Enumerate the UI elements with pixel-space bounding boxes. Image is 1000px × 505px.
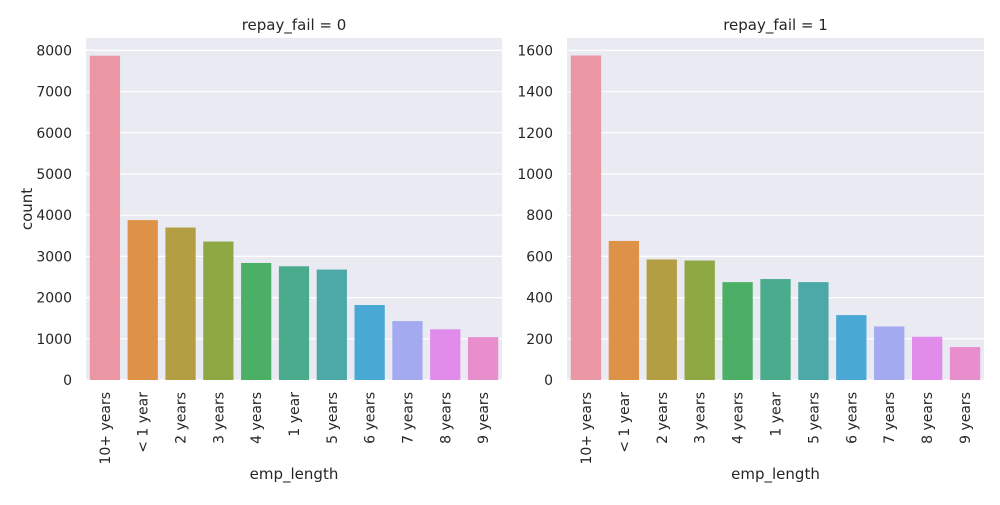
y-tick-label: 1400 — [517, 85, 553, 101]
x-tick-label: 8 years — [438, 392, 454, 444]
x-tick-label: 10+ years — [579, 392, 595, 465]
y-tick-label: 0 — [544, 373, 553, 389]
x-tick-label: 3 years — [693, 392, 709, 444]
x-tick-label: 6 years — [844, 392, 860, 444]
bar-2-years — [165, 227, 196, 380]
panel-title: repay_fail = 0 — [242, 16, 347, 35]
bar-3-years — [684, 260, 715, 380]
y-tick-label: 800 — [526, 208, 553, 224]
y-axis-label: count — [18, 188, 36, 230]
x-tick-label: 9 years — [476, 392, 492, 444]
bar-9-years — [467, 337, 499, 380]
bar-6-years — [836, 315, 867, 380]
bar-7-years — [392, 321, 423, 380]
x-tick-label: 2 years — [655, 392, 671, 444]
bar-1-year — [760, 279, 791, 380]
bar-3-years — [203, 241, 234, 380]
x-tick-label: 8 years — [920, 392, 936, 444]
bar-6-years — [354, 305, 385, 380]
panel-1: 0 200 400 600 800 1000 1200 1400 1600 10+ years < … — [517, 16, 984, 484]
x-tick-label: 1 year — [287, 392, 303, 437]
x-tick-label: 7 years — [400, 392, 416, 444]
bar-5-years — [316, 269, 347, 380]
y-tick-label: 3000 — [36, 249, 72, 265]
bar--1-year — [608, 240, 640, 380]
bar-10-years — [570, 55, 602, 380]
bar-10-years — [89, 55, 121, 380]
x-tick-label: < 1 year — [136, 392, 152, 453]
x-tick-label: 5 years — [325, 392, 341, 444]
y-tick-label: 1000 — [36, 332, 72, 348]
x-axis-label: emp_length — [731, 465, 820, 484]
x-tick-label: 4 years — [249, 392, 265, 444]
panel-0: 0 1000 2000 3000 4000 5000 6000 7000 8000 10+ yea… — [36, 16, 502, 484]
y-tick-label: 7000 — [36, 85, 72, 101]
y-tick-label: 200 — [526, 332, 553, 348]
y-tick-label: 400 — [526, 291, 553, 307]
bar-8-years — [430, 329, 461, 380]
bar--1-year — [127, 220, 158, 380]
y-tick-label: 1200 — [517, 126, 553, 142]
y-tick-label: 1600 — [517, 43, 553, 59]
bar-8-years — [911, 336, 943, 380]
x-axis-label: emp_length — [250, 465, 339, 484]
x-tick-label: 6 years — [363, 392, 379, 444]
y-tick-label: 4000 — [36, 208, 72, 224]
bar-9-years — [949, 347, 981, 380]
panel-title: repay_fail = 1 — [723, 16, 828, 35]
x-tick-label: < 1 year — [617, 392, 633, 453]
bar-7-years — [874, 326, 905, 380]
x-tick-label: 10+ years — [98, 392, 114, 465]
y-tick-label: 1000 — [517, 167, 553, 183]
bar-1-year — [278, 266, 310, 380]
y-tick-label: 8000 — [36, 43, 72, 59]
x-tick-label: 5 years — [806, 392, 822, 444]
y-tick-label: 5000 — [36, 167, 72, 183]
x-tick-label: 3 years — [211, 392, 227, 444]
bar-2-years — [646, 259, 677, 380]
x-tick-label: 9 years — [958, 392, 974, 444]
bar-4-years — [722, 282, 753, 380]
y-tick-label: 6000 — [36, 126, 72, 142]
x-tick-label: 7 years — [882, 392, 898, 444]
y-tick-label: 2000 — [36, 291, 72, 307]
bar-5-years — [798, 282, 829, 380]
y-tick-label: 600 — [526, 249, 553, 265]
bar-4-years — [241, 262, 272, 380]
y-tick-label: 0 — [63, 373, 72, 389]
x-tick-label: 1 year — [769, 392, 785, 437]
x-tick-label: 2 years — [174, 392, 190, 444]
x-tick-label: 4 years — [731, 392, 747, 444]
